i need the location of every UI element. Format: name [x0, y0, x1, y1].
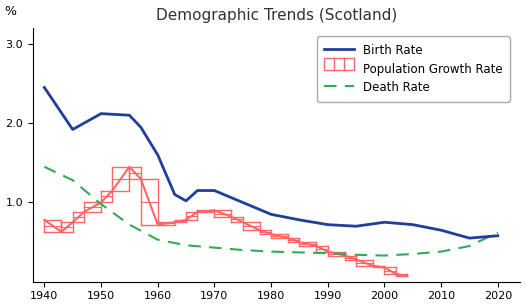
Legend: Birth Rate, Population Growth Rate, Death Rate: Birth Rate, Population Growth Rate, Deat… — [317, 37, 510, 102]
Title: Demographic Trends (Scotland): Demographic Trends (Scotland) — [156, 8, 397, 23]
Text: %: % — [4, 5, 16, 18]
